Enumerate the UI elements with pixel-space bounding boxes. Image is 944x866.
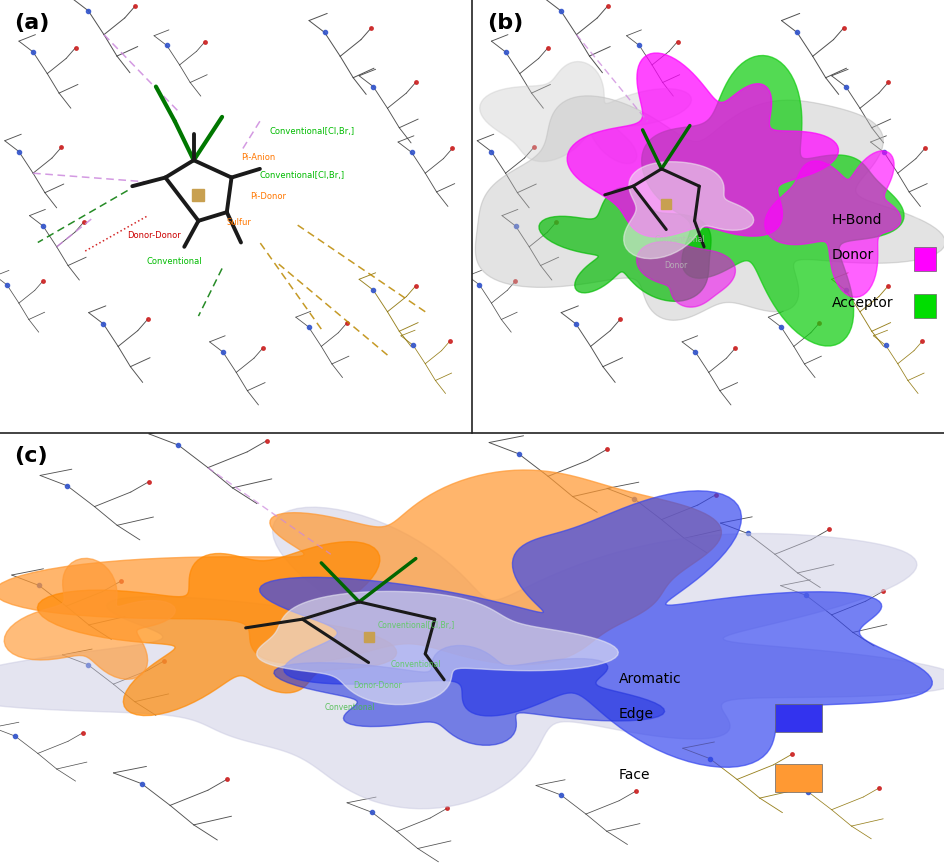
Bar	[774, 703, 821, 732]
Text: (a): (a)	[14, 13, 49, 33]
Text: Donor: Donor	[664, 262, 686, 270]
Text: Conventional: Conventional	[390, 660, 441, 669]
Polygon shape	[274, 645, 664, 746]
Text: Pi-Donor: Pi-Donor	[250, 192, 286, 201]
Text: Conventional: Conventional	[146, 257, 202, 266]
Polygon shape	[0, 507, 944, 809]
Text: Acceptor: Acceptor	[831, 296, 892, 310]
Polygon shape	[623, 162, 753, 259]
Polygon shape	[260, 491, 932, 767]
Text: Conventional[Cl,Br,]: Conventional[Cl,Br,]	[377, 621, 454, 630]
Polygon shape	[0, 470, 720, 664]
Text: Sulfur: Sulfur	[227, 218, 251, 227]
Polygon shape	[4, 559, 176, 679]
Bar	[774, 765, 821, 792]
Text: Face: Face	[618, 768, 649, 782]
Text: Pi-Anion: Pi-Anion	[241, 153, 275, 162]
Polygon shape	[257, 591, 617, 705]
Text: Edge: Edge	[618, 708, 653, 721]
Text: Conventional[Cl,Br,]: Conventional[Cl,Br,]	[269, 127, 354, 136]
Polygon shape	[538, 188, 710, 301]
Text: Conventional[Cl,Br,]: Conventional[Cl,Br,]	[260, 171, 345, 179]
Polygon shape	[38, 541, 396, 715]
Polygon shape	[636, 242, 734, 307]
Polygon shape	[641, 55, 903, 346]
Text: (b): (b)	[486, 13, 522, 33]
Bar	[913, 247, 935, 270]
Text: H-Bond: H-Bond	[831, 213, 881, 228]
Polygon shape	[475, 96, 944, 320]
Polygon shape	[480, 61, 691, 164]
Polygon shape	[566, 53, 837, 237]
Text: (c): (c)	[14, 446, 48, 466]
Text: Conventional: Conventional	[324, 703, 375, 712]
Text: Donor: Donor	[831, 249, 873, 262]
Text: Conventional: Conventional	[654, 236, 705, 244]
Text: Aromatic: Aromatic	[618, 672, 681, 686]
Text: Donor-Donor: Donor-Donor	[127, 231, 181, 240]
Text: Donor-Donor: Donor-Donor	[353, 682, 402, 690]
Bar	[913, 294, 935, 319]
Polygon shape	[764, 151, 900, 297]
